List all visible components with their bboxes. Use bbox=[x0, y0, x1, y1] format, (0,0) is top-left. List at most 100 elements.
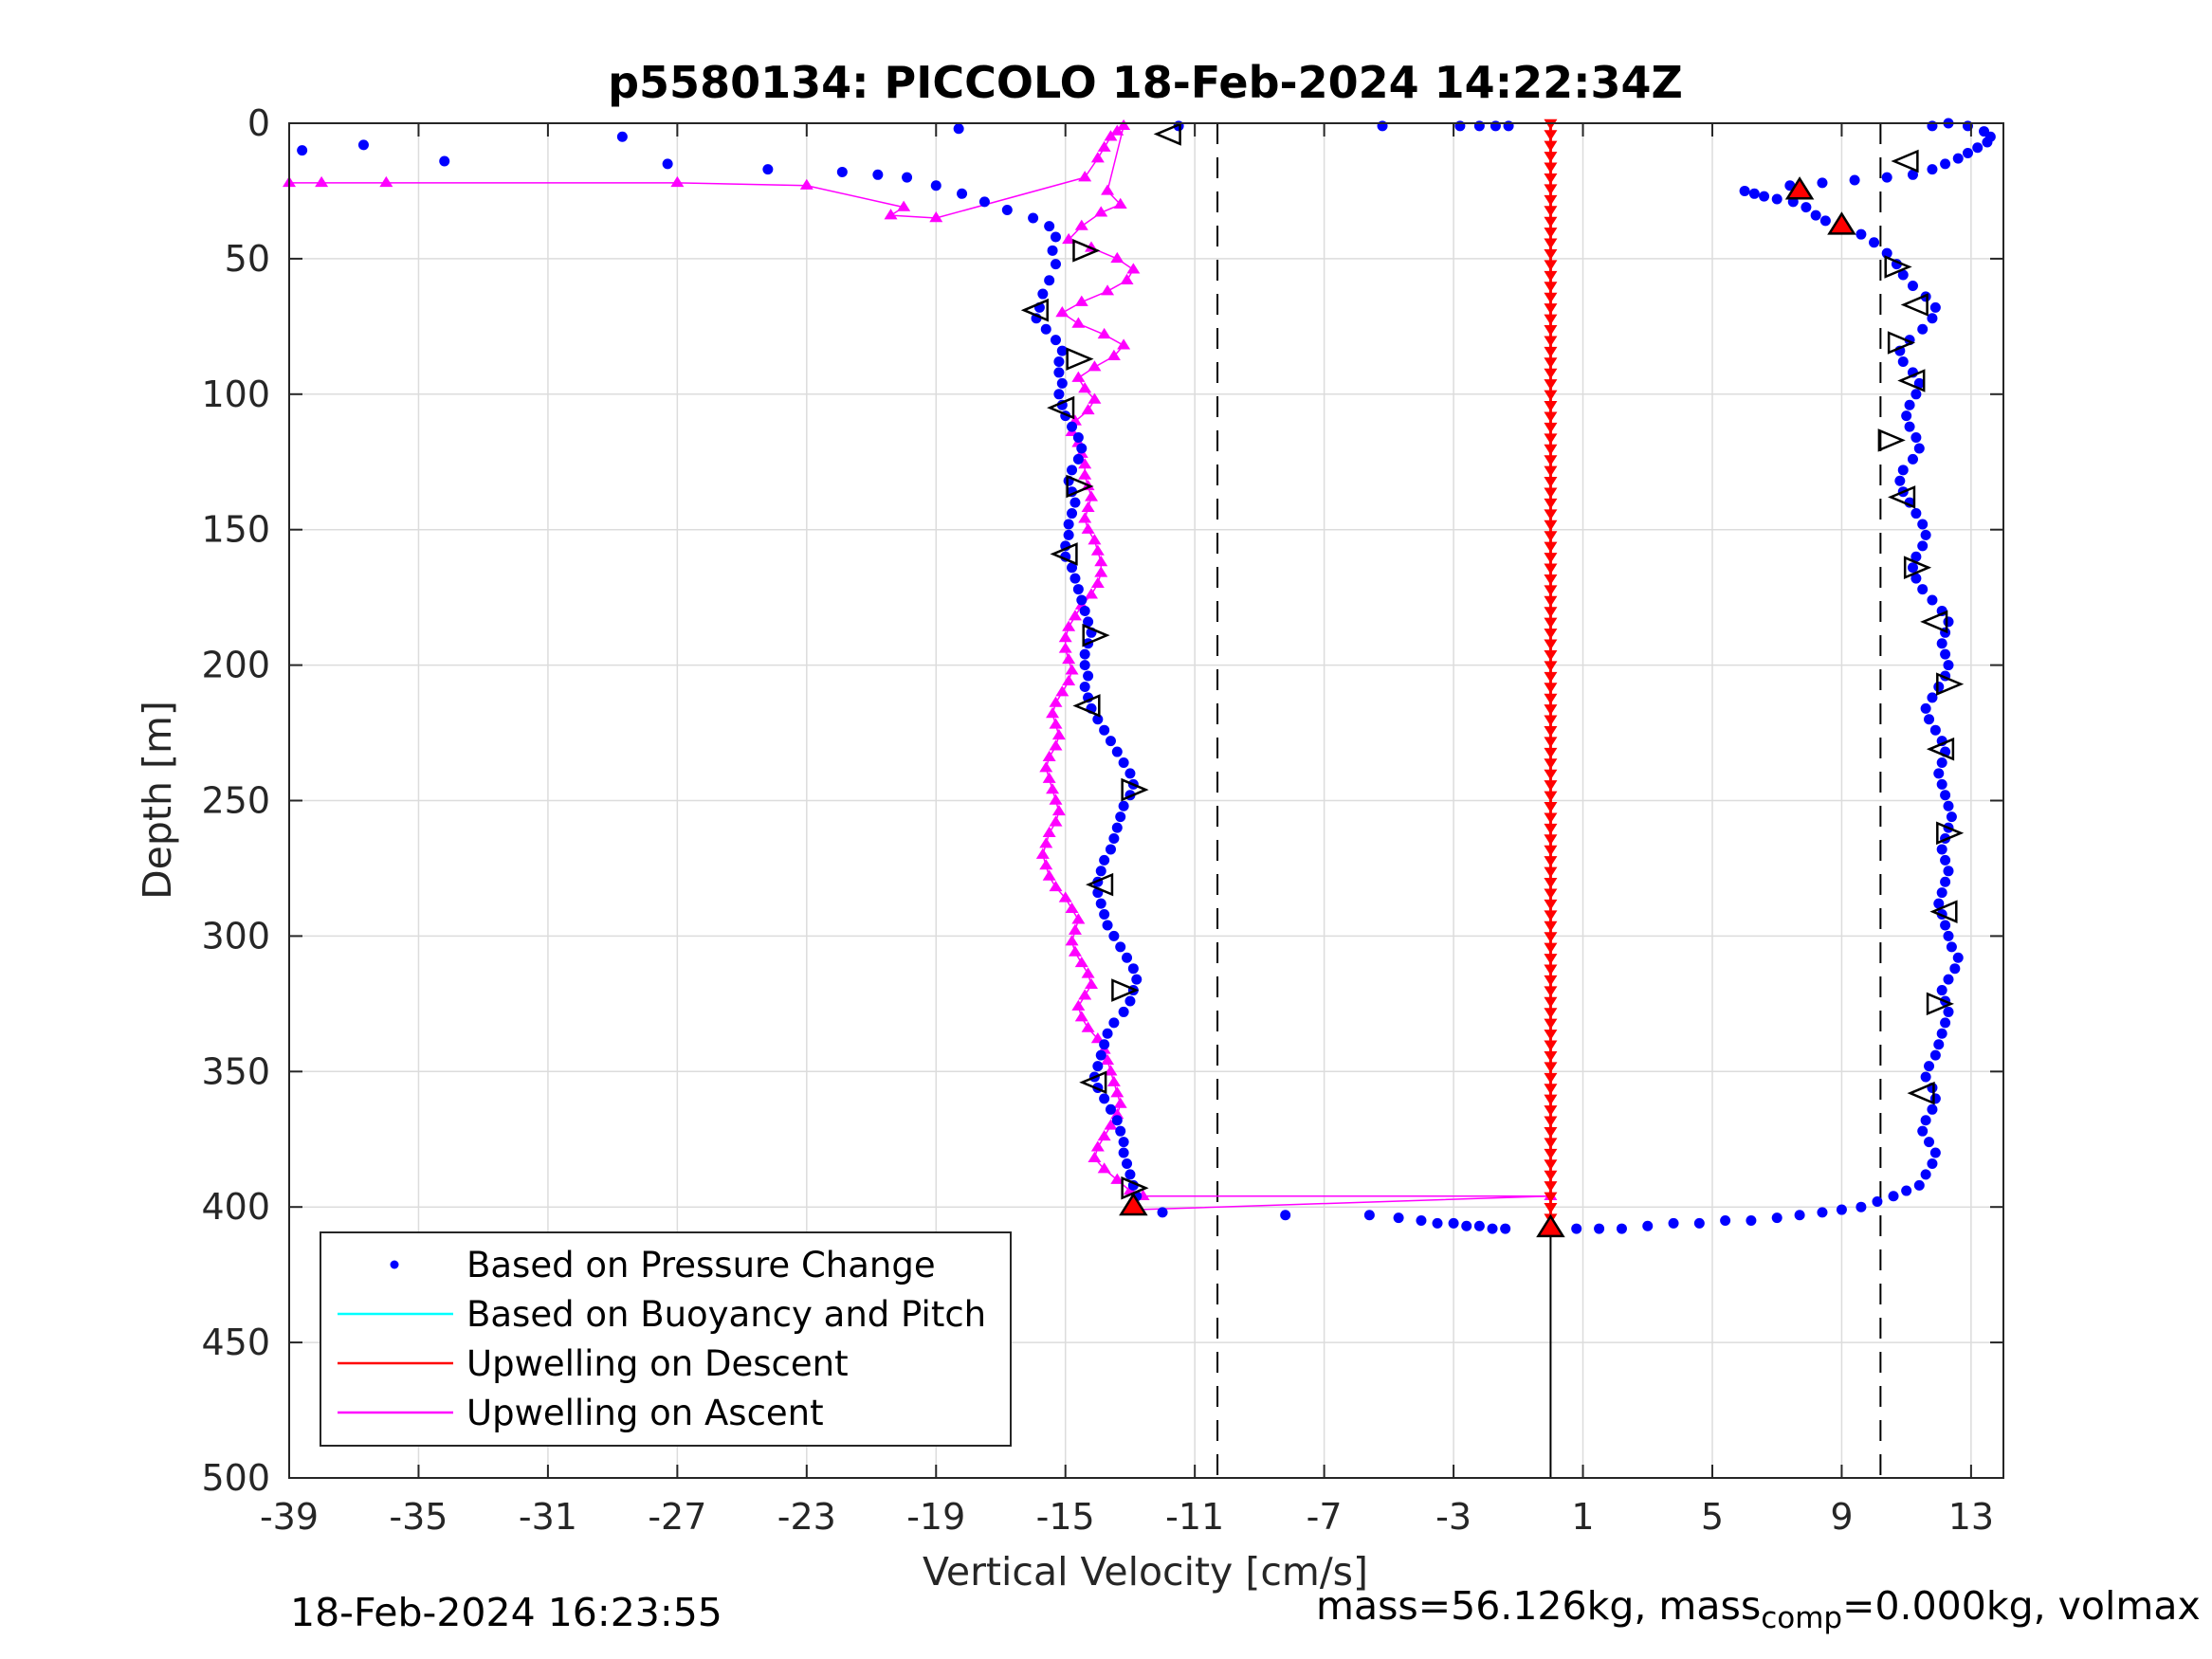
x-tick-label: -19 bbox=[906, 1496, 965, 1538]
upwelling-descent-point bbox=[1544, 260, 1558, 271]
upwelling-descent-point bbox=[1544, 1126, 1558, 1139]
pressure-change-point bbox=[297, 145, 308, 156]
legend-label: Upwelling on Ascent bbox=[466, 1393, 824, 1433]
upwelling-descent-point bbox=[1544, 1105, 1558, 1117]
pressure-change-point bbox=[1940, 854, 1951, 866]
pressure-change-point bbox=[1668, 1217, 1679, 1229]
upwelling-descent-point bbox=[1544, 238, 1558, 249]
upwelling-ascent-point bbox=[799, 178, 814, 190]
upwelling-ascent-point bbox=[1106, 1075, 1121, 1086]
upwelling-ascent-point bbox=[315, 175, 329, 188]
upwelling-ascent-point bbox=[1088, 534, 1102, 545]
pressure-change-point bbox=[1897, 356, 1909, 368]
pressure-change-point bbox=[1642, 1220, 1654, 1231]
pressure-change-point bbox=[1910, 573, 1922, 584]
upwelling-descent-point bbox=[1544, 563, 1558, 574]
y-tick-label: 200 bbox=[201, 645, 270, 686]
upwelling-ascent-point bbox=[1065, 935, 1079, 946]
upwelling-descent-point bbox=[1544, 130, 1558, 141]
upwelling-ascent-point bbox=[1117, 338, 1131, 350]
upwelling-ascent-point bbox=[1088, 360, 1102, 372]
pressure-change-point bbox=[1907, 453, 1918, 465]
x-tick-label: 13 bbox=[1948, 1496, 1994, 1538]
pressure-change-point bbox=[1856, 1201, 1867, 1212]
upwelling-descent-point bbox=[1544, 910, 1558, 921]
pitch-marker bbox=[1072, 239, 1101, 263]
x-tick-label: -15 bbox=[1036, 1496, 1095, 1538]
upwelling-descent-point bbox=[1544, 194, 1558, 207]
pressure-change-point bbox=[1037, 288, 1049, 300]
upwelling-descent-point bbox=[1544, 780, 1558, 792]
upwelling-ascent-point bbox=[1078, 468, 1092, 480]
pressure-change-point bbox=[1053, 389, 1065, 400]
pressure-change-point bbox=[1907, 280, 1918, 291]
pressure-change-point bbox=[1720, 1214, 1731, 1226]
pressure-change-point bbox=[1962, 147, 1973, 158]
pressure-change-point bbox=[978, 196, 990, 208]
pressure-change-point bbox=[1095, 1049, 1106, 1061]
pressure-change-point bbox=[1448, 1217, 1459, 1229]
pressure-change-point bbox=[1920, 529, 1931, 540]
upwelling-descent-point bbox=[1544, 1203, 1558, 1214]
legend-swatch-dot bbox=[390, 1260, 399, 1269]
mass-prefix: mass=56.126kg, mass bbox=[1316, 1583, 1762, 1629]
upwelling-ascent-point bbox=[1104, 130, 1118, 141]
y-axis-label: Depth [m] bbox=[135, 701, 180, 900]
pressure-change-point bbox=[1102, 920, 1113, 931]
pitch-marker bbox=[1887, 331, 1916, 355]
pressure-change-point bbox=[1748, 188, 1760, 199]
pressure-change-point bbox=[1927, 313, 1938, 324]
pressure-change-point bbox=[1118, 800, 1129, 811]
pressure-change-point bbox=[1028, 212, 1039, 224]
pressure-change-point bbox=[616, 131, 628, 142]
upwelling-descent-point bbox=[1544, 986, 1558, 997]
upwelling-descent-point bbox=[1544, 357, 1558, 369]
pressure-change-point bbox=[662, 158, 673, 170]
pressure-change-point bbox=[1127, 963, 1139, 975]
upwelling-ascent-point bbox=[1101, 284, 1115, 296]
pressure-change-point bbox=[1924, 714, 1935, 725]
upwelling-descent-point bbox=[1544, 856, 1558, 867]
mass-subscript: comp bbox=[1761, 1601, 1843, 1636]
pressure-change-point bbox=[1943, 930, 1954, 941]
pressure-change-point bbox=[1115, 1125, 1126, 1137]
upwelling-descent-point bbox=[1544, 118, 1558, 130]
upwelling-ascent-point bbox=[1074, 219, 1088, 230]
pressure-change-point bbox=[1943, 660, 1954, 671]
y-tick-label: 50 bbox=[225, 238, 270, 280]
pressure-change-point bbox=[1473, 1220, 1485, 1231]
legend-label: Based on Buoyancy and Pitch bbox=[466, 1294, 986, 1335]
upwelling-descent-point bbox=[1544, 401, 1558, 412]
upwelling-ascent-point bbox=[1081, 501, 1095, 513]
upwelling-ascent-point bbox=[1078, 458, 1092, 469]
pressure-change-point bbox=[1952, 952, 1964, 963]
upwelling-ascent-point bbox=[1110, 1173, 1124, 1184]
filled-red-marker bbox=[1784, 176, 1815, 200]
upwelling-ascent-point bbox=[1055, 685, 1069, 697]
upwelling-descent-point bbox=[1544, 954, 1558, 965]
upwelling-descent-point bbox=[1544, 715, 1558, 726]
pressure-change-point bbox=[1910, 508, 1922, 520]
upwelling-descent-point bbox=[1544, 152, 1558, 163]
pressure-change-point bbox=[1817, 1207, 1828, 1218]
pressure-change-point bbox=[872, 169, 884, 180]
upwelling-ascent-point bbox=[1090, 544, 1105, 556]
upwelling-descent-point bbox=[1544, 487, 1558, 499]
upwelling-descent-point bbox=[1544, 368, 1558, 379]
upwelling-descent-point bbox=[1544, 498, 1558, 510]
upwelling-descent-point bbox=[1544, 693, 1558, 704]
pressure-change-point bbox=[1105, 1103, 1116, 1115]
upwelling-ascent-point bbox=[1058, 642, 1072, 653]
pressure-change-point bbox=[439, 155, 450, 167]
upwelling-ascent-point bbox=[1068, 923, 1082, 935]
reference-lines bbox=[1216, 123, 1882, 1478]
upwelling-descent-point bbox=[1544, 834, 1558, 846]
upwelling-descent-point bbox=[1544, 899, 1558, 911]
pressure-change-point bbox=[1115, 811, 1126, 823]
pressure-change-point bbox=[1047, 245, 1058, 256]
pressure-change-point bbox=[1933, 681, 1945, 692]
pressure-change-point bbox=[1099, 1093, 1110, 1104]
pressure-change-point bbox=[1079, 605, 1090, 616]
pressure-change-point bbox=[1056, 345, 1068, 356]
pressure-change-point bbox=[1118, 1137, 1129, 1148]
